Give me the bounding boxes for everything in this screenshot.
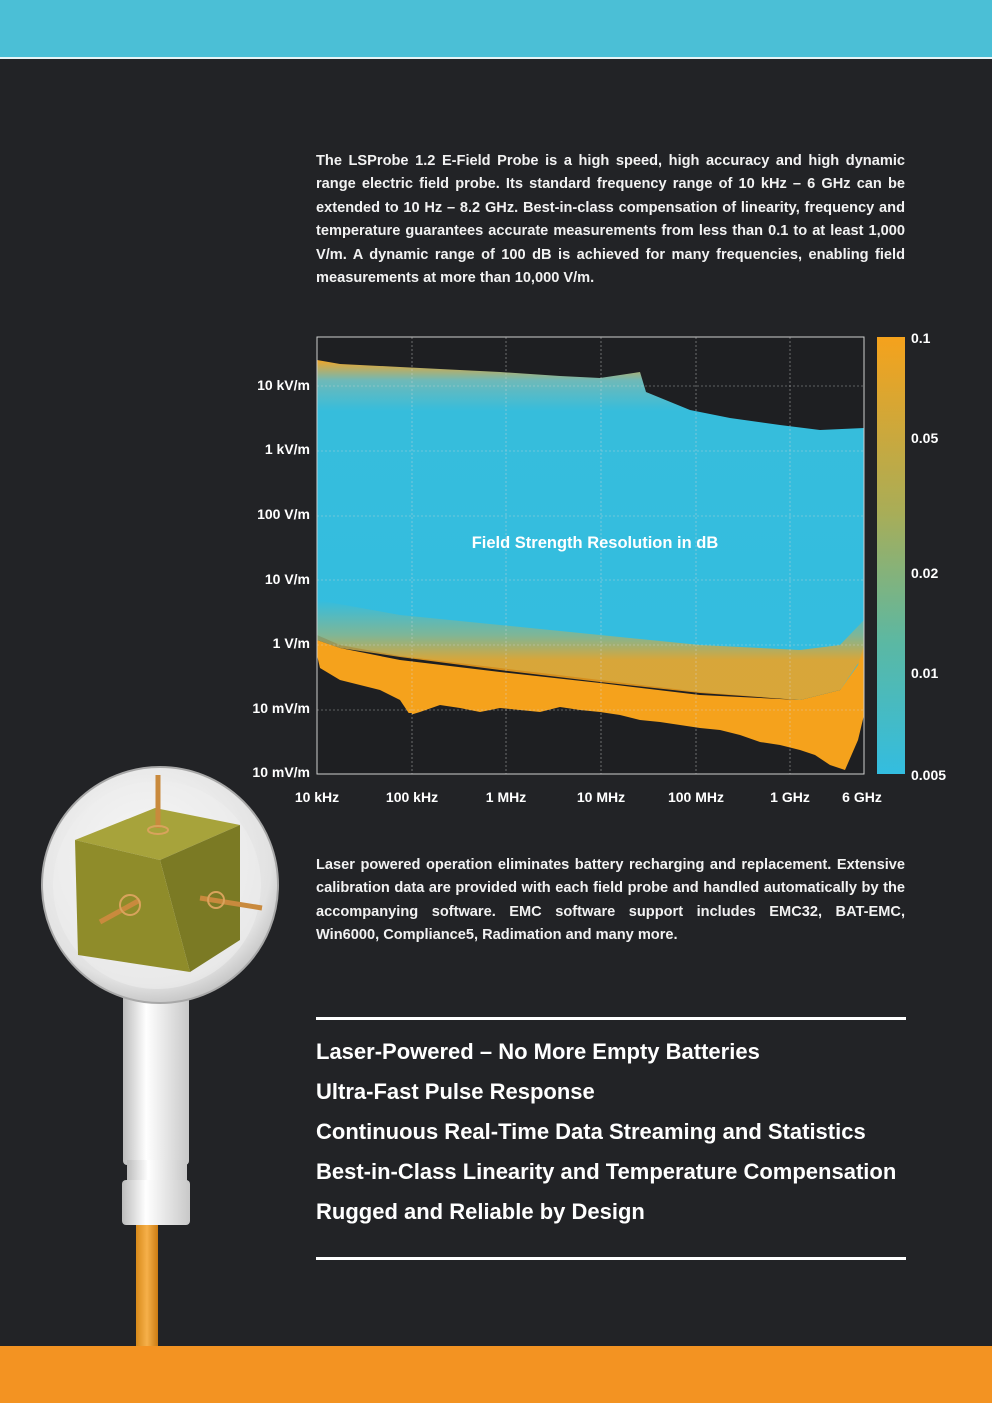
colorbar-label: 0.02	[911, 565, 938, 581]
colorbar	[877, 337, 905, 774]
x-tick-label: 1 GHz	[770, 789, 810, 805]
y-tick-label: 10 kV/m	[257, 377, 310, 393]
feature-item: Continuous Real-Time Data Streaming and …	[316, 1119, 866, 1144]
probe-illustration	[41, 766, 279, 1350]
x-tick-label: 100 kHz	[386, 789, 438, 805]
body-paragraph: Laser powered operation eliminates batte…	[316, 857, 905, 944]
x-tick-label: 100 MHz	[668, 789, 724, 805]
y-tick-label: 1 V/m	[273, 635, 310, 651]
x-tick-label: 6 GHz	[842, 789, 882, 805]
feature-item: Laser-Powered – No More Empty Batteries	[316, 1039, 760, 1064]
x-tick-label: 10 MHz	[577, 789, 625, 805]
plot-frame	[316, 336, 865, 775]
intro-paragraph: The LSProbe 1.2 E-Field Probe is a high …	[316, 153, 905, 287]
y-tick-label: 100 V/m	[257, 506, 310, 522]
plot-area	[317, 337, 864, 774]
top-divider-line	[0, 57, 992, 59]
y-tick-label: 10 V/m	[265, 571, 310, 587]
chart-annotation: Field Strength Resolution in dB	[472, 534, 719, 552]
x-tick-label: 1 MHz	[486, 789, 526, 805]
colorbar-label: 0.05	[911, 430, 938, 446]
feature-list-top-rule	[316, 1017, 906, 1020]
heatmap-lower-noise	[404, 711, 803, 774]
colorbar-label: 0.1	[911, 330, 931, 346]
feature-item: Best-in-Class Linearity and Temperature …	[316, 1159, 897, 1184]
feature-item: Ultra-Fast Pulse Response	[316, 1079, 595, 1104]
feature-list: Laser-Powered – No More Empty Batteries …	[316, 1032, 896, 1232]
field-resolution-chart: 10 kV/m 1 kV/m 100 V/m 10 V/m 1 V/m 10 m…	[252, 330, 946, 805]
heatmap-lower-region	[317, 640, 864, 770]
heatmap-main-region	[317, 360, 864, 700]
top-color-band	[0, 0, 992, 57]
colorbar-label: 0.005	[911, 767, 946, 783]
colorbar-label: 0.01	[911, 665, 938, 681]
y-tick-label: 1 kV/m	[265, 441, 310, 457]
heatmap-transition-band	[317, 600, 864, 700]
feature-list-bottom-rule	[316, 1257, 906, 1260]
plot-grid	[317, 337, 864, 774]
y-tick-label: 10 mV/m	[252, 700, 310, 716]
feature-item: Rugged and Reliable by Design	[316, 1199, 645, 1224]
bottom-color-band	[0, 1346, 992, 1403]
